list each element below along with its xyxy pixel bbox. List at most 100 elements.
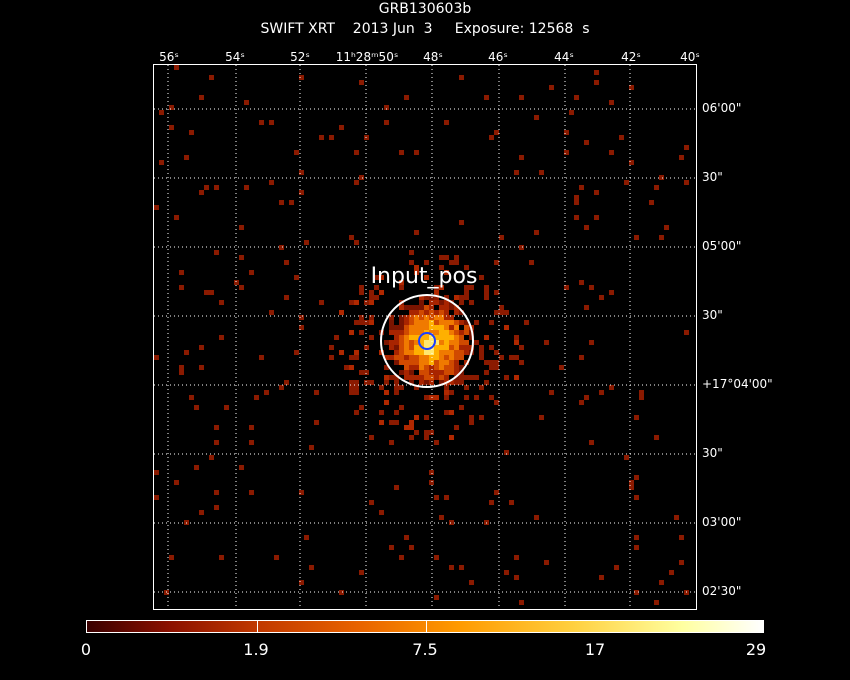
count-pixel [429,310,434,315]
count-pixel [189,395,194,400]
count-pixel [419,320,424,325]
count-pixel [394,340,399,345]
count-pixel [404,325,409,330]
count-pixel [199,345,204,350]
count-pixel [474,395,479,400]
count-pixel [309,445,314,450]
count-pixel [249,270,254,275]
count-pixel [459,75,464,80]
count-pixel [534,515,539,520]
dec-tick-label: 30" [702,446,723,460]
count-pixel [404,360,409,365]
count-pixel [214,490,219,495]
count-pixel [429,330,434,335]
count-pixel [424,315,429,320]
count-pixel [469,580,474,585]
count-pixel [404,365,409,370]
count-pixel [634,590,639,595]
count-pixel [394,380,399,385]
count-pixel [364,345,369,350]
count-pixel [424,310,429,315]
count-pixel [154,495,159,500]
count-pixel [444,310,449,315]
count-pixel [399,355,404,360]
count-pixel [414,385,419,390]
count-pixel [519,245,524,250]
count-pixel [389,325,394,330]
coordinate-grid [154,65,696,609]
count-pixel [169,105,174,110]
image-panel[interactable]: Input_pos [153,64,697,610]
count-pixel [394,350,399,355]
count-pixel [389,315,394,320]
count-pixel [424,380,429,385]
count-pixel [439,365,444,370]
count-pixel [369,320,374,325]
count-pixel [319,300,324,305]
count-pixel [549,85,554,90]
count-pixel [269,180,274,185]
count-pixel [259,355,264,360]
count-pixel [419,310,424,315]
count-pixel [469,415,474,420]
count-pixel [444,295,449,300]
count-pixel [434,440,439,445]
count-pixel [409,260,414,265]
count-pixel [404,345,409,350]
count-pixel [399,360,404,365]
count-pixel [444,390,449,395]
count-pixel [354,300,359,305]
count-pixel [359,290,364,295]
count-pixel [369,380,374,385]
count-pixel [424,340,429,345]
count-pixel [389,345,394,350]
count-pixel [439,380,444,385]
count-pixel [454,345,459,350]
count-pixel [274,555,279,560]
count-pixel [169,555,174,560]
count-pixel [379,410,384,415]
count-pixel [359,330,364,335]
count-pixel [684,180,689,185]
count-pixel [624,180,629,185]
count-pixel [409,370,414,375]
count-pixel [459,320,464,325]
count-pixel [414,360,419,365]
count-pixel [449,350,454,355]
count-pixel [284,295,289,300]
count-pixel [579,400,584,405]
count-pixel [369,335,374,340]
count-pixel [589,440,594,445]
count-pixel [414,355,419,360]
count-pixel [374,295,379,300]
count-pixel [484,95,489,100]
count-pixel [434,300,439,305]
count-pixel [434,375,439,380]
count-pixel [414,270,419,275]
count-pixel [414,330,419,335]
count-pixel [404,335,409,340]
count-pixel [459,350,464,355]
count-pixel [404,340,409,345]
count-pixel [404,315,409,320]
count-pixel [484,295,489,300]
count-pixel [299,580,304,585]
count-pixel [664,225,669,230]
count-pixel [424,325,429,330]
count-pixel [439,255,444,260]
photon-pixels [154,65,689,605]
count-pixel [584,395,589,400]
count-pixel [599,390,604,395]
count-pixel [639,390,644,395]
count-pixel [399,280,404,285]
count-pixel [479,275,484,280]
count-pixel [404,320,409,325]
colorbar-label: 7.5 [412,640,438,659]
count-pixel [449,435,454,440]
count-pixel [514,555,519,560]
count-pixel [454,325,459,330]
count-pixel [429,350,434,355]
count-pixel [444,345,449,350]
count-pixel [414,315,419,320]
count-pixel [584,305,589,310]
